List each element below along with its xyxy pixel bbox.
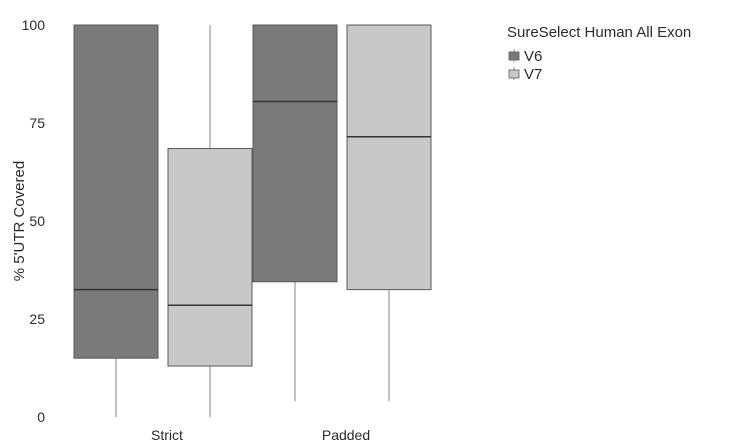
legend-title: SureSelect Human All Exon xyxy=(507,24,691,41)
legend-label-v7: V7 xyxy=(524,66,542,83)
y-tick-label: 50 xyxy=(29,213,45,229)
legend-key-v7 xyxy=(508,69,520,79)
y-tick-label: 100 xyxy=(22,17,46,33)
plot-area xyxy=(73,24,432,417)
box-v7-padded xyxy=(346,24,432,291)
legend-label-v6: V6 xyxy=(524,48,542,65)
y-axis: 0 25 50 75 100 xyxy=(22,17,46,425)
box-v6-strict xyxy=(73,24,159,359)
y-tick-label: 25 xyxy=(29,311,45,327)
x-tick-label: Padded xyxy=(322,427,370,443)
y-tick-label: 75 xyxy=(29,115,45,131)
legend-key-v6 xyxy=(508,51,520,61)
box-v7-strict xyxy=(167,147,253,367)
x-axis: Strict Padded xyxy=(151,427,370,443)
y-axis-title: % 5'UTR Covered xyxy=(11,161,28,281)
box-v6-padded xyxy=(252,24,338,283)
x-tick-label: Strict xyxy=(151,427,183,443)
y-tick-label: 0 xyxy=(37,409,45,425)
